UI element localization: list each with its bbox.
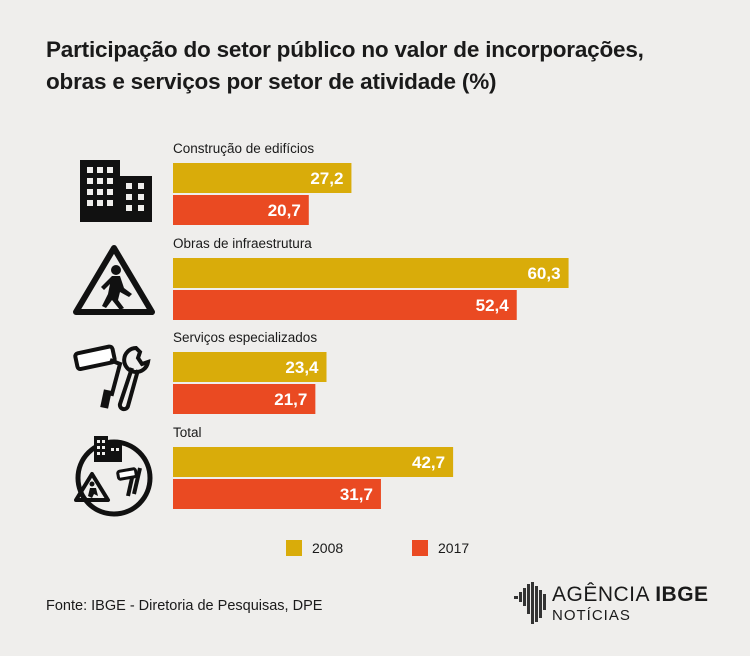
logo-word-agencia: AGÊNCIA (552, 583, 649, 606)
chart-title-line-2: obras e serviços por setor de atividade … (46, 69, 497, 94)
category-label-construcao-de-edificios: Construção de edifícios (173, 141, 314, 156)
bar-value-obras-de-infraestrutura-2008: 60,3 (527, 264, 560, 283)
logo-wordmark: AGÊNCIA IBGE (552, 583, 709, 607)
legend-swatch-2008 (286, 540, 302, 556)
source-note: Fonte: IBGE - Diretoria de Pesquisas, DP… (46, 598, 323, 614)
bar-servicos-especializados-2017 (173, 384, 316, 414)
bar-construcao-de-edificios-2008 (173, 163, 352, 193)
bar-value-total-2017: 31,7 (340, 485, 373, 504)
category-label-servicos-especializados: Serviços especializados (173, 330, 317, 345)
bar-chart: Construção de edifícios 27,2 20,7 Obras de … (73, 141, 569, 517)
bar-value-servicos-especializados-2008: 23,4 (285, 358, 319, 377)
chart-title: Participação do setor público no valor d… (46, 34, 726, 98)
bar-value-construcao-de-edificios-2017: 20,7 (268, 201, 301, 220)
legend-item-2008: 2008 (286, 540, 343, 556)
chart-title-line-1: Participação do setor público no valor d… (46, 37, 644, 62)
bar-value-construcao-de-edificios-2008: 27,2 (310, 169, 343, 188)
bar-value-obras-de-infraestrutura-2017: 52,4 (476, 296, 510, 315)
bar-total-2017 (173, 479, 381, 509)
logo-word-ibge: IBGE (655, 583, 709, 606)
legend-swatch-2017 (412, 540, 428, 556)
bar-servicos-especializados-2008 (173, 352, 327, 382)
bar-total-2008 (173, 447, 454, 477)
bar-value-total-2008: 42,7 (412, 453, 445, 472)
bar-obras-de-infraestrutura-2017 (173, 290, 517, 320)
logo-subtitle: NOTÍCIAS (552, 607, 631, 624)
paint-roller-wrench-icon (73, 344, 151, 412)
bar-value-servicos-especializados-2017: 21,7 (274, 390, 307, 409)
bar-obras-de-infraestrutura-2008 (173, 258, 569, 288)
combined-sectors-icon (74, 436, 153, 517)
ibge-logo-icon (514, 582, 546, 624)
category-label-total: Total (173, 425, 202, 440)
category-label-obras-de-infraestrutura: Obras de infraestrutura (173, 236, 312, 251)
construction-worker-sign-icon (73, 245, 155, 315)
bar-construcao-de-edificios-2017 (173, 195, 309, 225)
agencia-ibge-logo: AGÊNCIA IBGE NOTÍCIAS (514, 580, 714, 630)
legend-label-2017: 2017 (438, 540, 470, 556)
building-icon (80, 160, 152, 222)
legend-label-2008: 2008 (312, 540, 344, 556)
legend-item-2017: 2017 (412, 540, 469, 556)
